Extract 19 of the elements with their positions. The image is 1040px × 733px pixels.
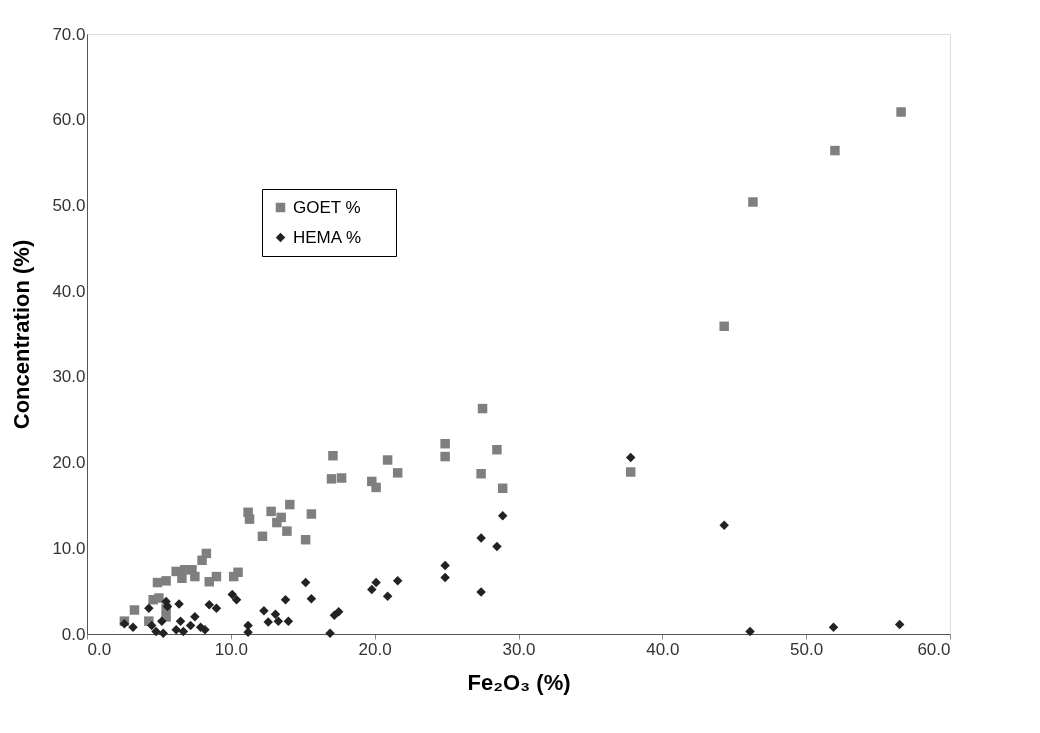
x-tick-label: 10.0: [214, 639, 248, 659]
y-tick-label: 40.0: [52, 281, 86, 301]
y-tick-label: 70.0: [52, 24, 86, 44]
x-tick-label: 20.0: [358, 639, 392, 659]
y-axis-title: Concentration (%): [9, 239, 35, 430]
x-tick-label: 40.0: [646, 639, 680, 659]
y-tick-label: 20.0: [52, 453, 86, 473]
y-tick-label: 10.0: [52, 538, 86, 558]
legend-label: GOET %: [293, 197, 361, 217]
x-tick-label: 60.0: [917, 639, 951, 659]
y-tick-label: 30.0: [52, 367, 86, 387]
x-tick-label: 50.0: [790, 639, 824, 659]
legend-label: HEMA %: [293, 227, 362, 247]
y-tick-label: 60.0: [52, 110, 86, 130]
y-tick-label: 0.0: [61, 624, 86, 644]
x-axis-title: Fe₂O₃ (%): [467, 669, 571, 695]
x-tick-label: 0.0: [87, 639, 112, 659]
x-tick-label: 30.0: [502, 639, 536, 659]
y-tick-label: 50.0: [52, 195, 86, 215]
